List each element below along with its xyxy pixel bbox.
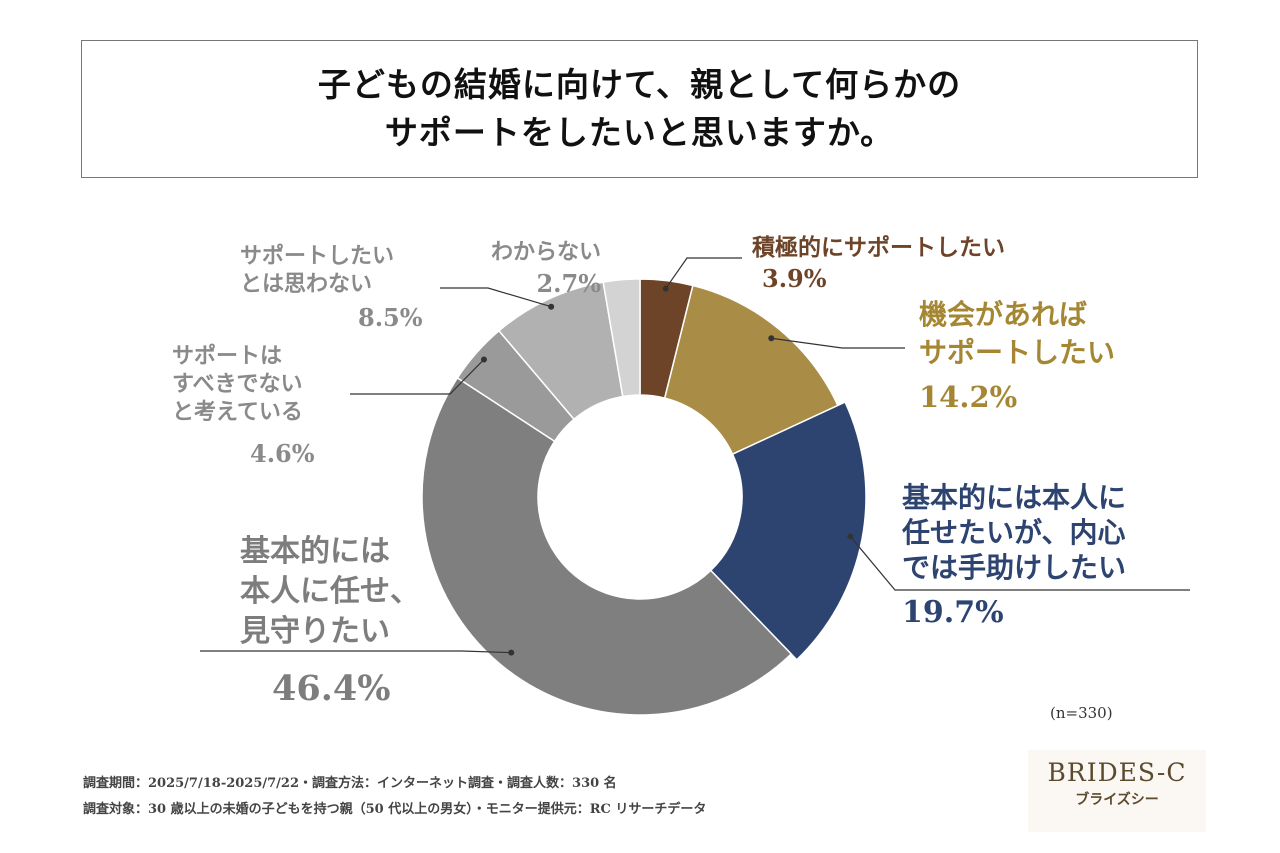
value-slice-4: 4.6% (250, 439, 315, 468)
label-slice-5-line-1: とは思わない (240, 271, 373, 297)
survey-info-line1: 調査期間：2025/7/18-2025/7/22・調査方法：インターネット調査・… (83, 776, 617, 791)
label-slice-3-line-2: 見守りたい (240, 614, 390, 649)
label-slice-2-line-2: では手助けしたい (902, 551, 1127, 584)
leader-dot-4 (480, 356, 487, 363)
label-slice-1-line-0: 機会があれば (919, 298, 1088, 331)
label-slice-3: 基本的には本人に任せ、 見守りたい 46.4% (240, 532, 420, 709)
slice-1 (663, 284, 839, 456)
chart-title-box: 子どもの結婚に向けて、親として何らかの サポートをしたいと思いますか。 (81, 40, 1198, 178)
label-slice-1-line-1: サポートしたい (919, 336, 1116, 369)
brand-logo-text: BRIDES-C (1047, 758, 1187, 787)
label-slice-5: サポートしたい とは思わない 8.5% (240, 242, 423, 332)
label-slice-0-line-0: 積極的にサポートしたい (752, 234, 1005, 261)
leader-line-2 (849, 536, 1190, 591)
label-slice-4-line-0: サポートは (172, 343, 283, 369)
leader-dot-0 (662, 285, 669, 292)
leader-line-5 (440, 287, 552, 308)
label-slice-2-line-0: 基本的には本人に (902, 481, 1127, 514)
leader-line-4 (350, 359, 485, 395)
slice-2 (709, 401, 867, 661)
label-slice-6-line-0: わからない (491, 239, 602, 265)
chart-title-line1: 子どもの結婚に向けて、親として何らかの (317, 65, 962, 104)
leader-dot-1 (768, 335, 775, 342)
brand-logo: BRIDES-C ブライズシー (1028, 750, 1206, 832)
label-slice-4-line-2: と考えている (172, 399, 303, 425)
value-slice-3: 46.4% (272, 668, 391, 709)
leader-line-3 (200, 650, 512, 654)
label-slice-2-line-1: 任せたいが、内心 (902, 516, 1126, 549)
value-slice-6: 2.7% (536, 269, 602, 298)
leader-line-0 (665, 257, 742, 289)
survey-info-line2: 調査対象：30 歳以上の未婚の子どもを持つ親（50 代以上の男女）・モニター提供… (83, 802, 707, 817)
value-slice-2: 19.7% (902, 595, 1004, 630)
label-slice-0: 積極的にサポートしたい 3.9% (752, 228, 1005, 293)
chart-title-line2: サポートをしたいと思いますか。 (384, 113, 895, 152)
slice-3 (421, 376, 793, 716)
brand-logo-subtext: ブライズシー (1075, 792, 1159, 808)
label-slice-2: 基本的には本人に 任せたいが、内心 では手助けしたい 19.7% (902, 480, 1126, 630)
leader-dot-2 (847, 533, 854, 540)
value-slice-1: 14.2% (919, 380, 1018, 414)
leader-dot-5 (548, 303, 555, 310)
label-slice-3-line-1: 本人に任せ、 (240, 574, 420, 609)
label-slice-1: 機会があれば サポートしたい 14.2% (919, 296, 1115, 416)
label-slice-4-line-1: すべきでない (172, 371, 303, 397)
slice-6 (602, 278, 641, 398)
label-slice-5-line-0: サポートしたい (240, 243, 395, 269)
value-slice-5: 8.5% (358, 303, 423, 332)
label-slice-3-line-0: 基本的には (240, 534, 390, 569)
value-slice-0: 3.9% (762, 264, 827, 293)
leader-dot-3 (508, 649, 515, 656)
label-slice-4: サポートは すべきでない と考えている 4.6% (172, 342, 315, 468)
sample-size-note: (n=330) (1050, 704, 1113, 722)
label-slice-6: わからない 2.7% (491, 238, 601, 298)
leader-line-1 (771, 337, 905, 349)
